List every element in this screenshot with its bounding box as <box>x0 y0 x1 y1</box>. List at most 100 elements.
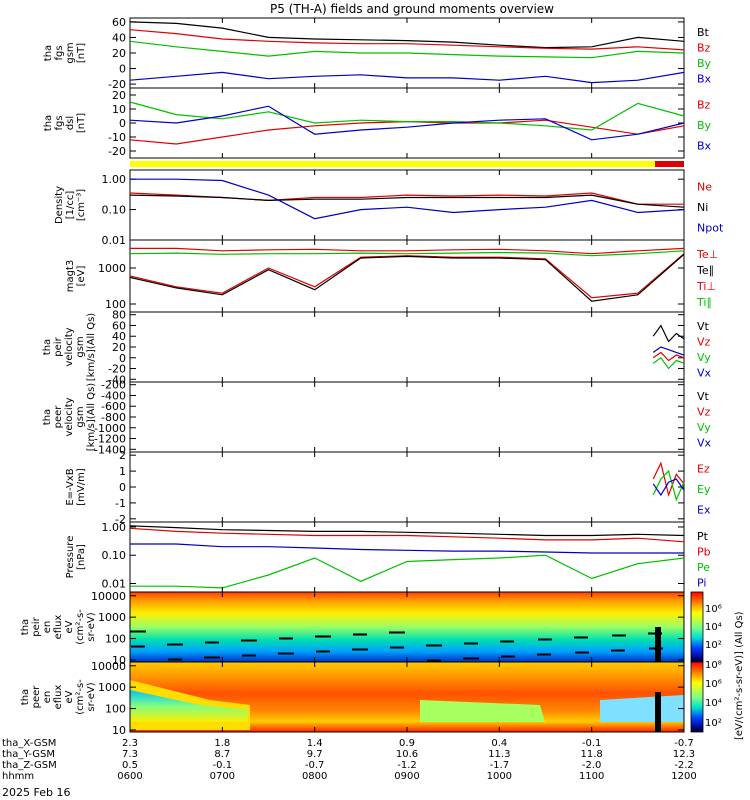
spectrogram-speckle <box>433 659 435 662</box>
y-tick-label: 10000 <box>91 660 126 673</box>
legend-entry-Pi: Pi <box>697 576 706 589</box>
legend-entry-Vz: Vz <box>697 405 711 418</box>
spectrogram-speckle <box>143 645 145 648</box>
spectrogram-speckle <box>611 649 613 652</box>
ephemeris-value: 1100 <box>579 771 604 782</box>
y-tick-label: -10 <box>108 131 126 144</box>
ephemeris-row-label: tha_Z-GSM <box>2 760 57 771</box>
spectrogram-speckle <box>648 632 650 635</box>
spectrogram-speckle <box>177 643 179 646</box>
spectrogram-speckle <box>473 657 475 660</box>
y-tick-label: 0 <box>119 63 126 76</box>
y-tick-label: -40 <box>108 373 126 386</box>
spectrogram-speckle <box>215 641 217 644</box>
y-axis-label-line: eV <box>64 620 75 633</box>
y-tick-label: -1400 <box>94 443 126 456</box>
spectrogram-speckle <box>169 643 171 646</box>
ephemeris-value: 0.4 <box>491 738 507 749</box>
legend-entry-Npot: Npot <box>697 222 724 235</box>
cbar-ele-tick-0: 10⁸ <box>705 660 722 671</box>
spectrogram-speckle <box>430 644 432 647</box>
series-line-By <box>129 40 685 59</box>
spectrogram-speckle <box>477 657 479 660</box>
spectrogram-speckle <box>584 636 586 639</box>
spectrogram-speckle <box>181 643 183 646</box>
y-tick-label: 40 <box>112 330 126 343</box>
spectrogram-speckle <box>472 642 474 645</box>
ephemeris-value: 1000 <box>487 771 512 782</box>
spectrogram-speckle <box>586 636 588 639</box>
spectrogram-speckle <box>252 654 254 657</box>
spectrogram-speckle <box>652 632 654 635</box>
spectrogram-speckle <box>250 654 252 657</box>
spectrogram-speckle <box>511 655 513 658</box>
spectrogram-speckle <box>502 640 504 643</box>
spectrogram-speckle <box>213 641 215 644</box>
spectrogram-speckle <box>578 636 580 639</box>
spectrogram-speckle <box>242 654 244 657</box>
spectrogram-speckle <box>474 642 476 645</box>
spectrogram-speckle <box>327 635 329 638</box>
spectrogram-speckle <box>249 639 251 642</box>
spectrogram-speckle <box>360 648 362 651</box>
series-line-Ey <box>652 469 685 502</box>
spectrogram-speckle <box>509 655 511 658</box>
spectrogram-speckle <box>365 633 367 636</box>
series-line-Te⊥ <box>129 253 685 299</box>
series-line-Bz <box>129 29 685 51</box>
y-tick-label: 10 <box>112 724 126 737</box>
spectrogram-speckle <box>320 650 322 653</box>
y-tick-label: 20 <box>112 89 126 102</box>
y-tick-label: 1000 <box>98 262 126 275</box>
figure-title: P5 (TH-A) fields and ground moments over… <box>270 2 554 16</box>
spectrogram-speckle <box>131 645 133 648</box>
y-tick-label: 40 <box>112 31 126 44</box>
colorbar: 10⁶ 10⁴ 10² 10⁸ 10⁶ 10⁴ 10² [eV/(cm²-s-s… <box>690 591 745 740</box>
spectrogram-speckle <box>622 634 624 637</box>
panel-frame <box>129 381 685 453</box>
legend-entry-Bt: Bt <box>697 26 710 39</box>
spectrogram-speckle <box>475 657 477 660</box>
spectrogram-speckle <box>508 640 510 643</box>
spectrogram-speckle <box>286 652 288 655</box>
spectrogram-speckle <box>254 654 256 657</box>
y-axis-label-line: peer <box>31 685 42 709</box>
colorbar-electron <box>690 661 704 733</box>
y-tick-label: 0.10 <box>102 204 127 217</box>
spectrogram-speckle <box>504 640 506 643</box>
spectrogram-speckle <box>136 630 138 633</box>
spectrogram-speckle <box>469 657 471 660</box>
y-axis-label-line: [km/s](All Qs) <box>86 313 97 381</box>
spectrogram-speckle <box>170 658 172 661</box>
panel-density: 1.00 0.10 0.01 Density [1/cc] [cm⁻³] Ne Ni Npot <box>54 169 724 247</box>
spectrogram-speckle <box>352 648 354 651</box>
data-gap-bar <box>655 692 661 732</box>
spectrogram-speckle <box>214 656 216 659</box>
ephemeris-value: 8.7 <box>214 749 230 760</box>
spectrogram-region <box>600 695 684 722</box>
spectrogram-speckle <box>506 640 508 643</box>
panel-frame <box>129 87 685 159</box>
series-line-Npot <box>130 178 685 220</box>
y-axis-label-line: tha <box>42 339 53 355</box>
spectrogram-speckle <box>402 646 404 649</box>
spectrogram-speckle <box>246 654 248 657</box>
spectrogram-speckle <box>468 642 470 645</box>
spectrogram-speckle <box>401 631 403 634</box>
legend-entry-Ti⊥: Ti⊥ <box>696 280 716 293</box>
y-tick-label: 1 <box>119 465 126 478</box>
spectrogram-speckle <box>209 641 211 644</box>
ephemeris-row-label: tha_Y-GSM <box>2 749 55 760</box>
spectrogram-speckle <box>172 658 174 661</box>
spectrogram-speckle <box>623 649 625 652</box>
y-tick-label: 60 <box>112 16 126 29</box>
series-line-Pe <box>130 554 685 589</box>
spectrogram-speckle <box>217 641 219 644</box>
spectrogram-speckle <box>175 643 177 646</box>
spectrogram-speckle <box>176 658 178 661</box>
spectrogram-speckle <box>616 634 618 637</box>
legend-entry-By: By <box>697 57 712 70</box>
spectrogram-speckle <box>438 644 440 647</box>
y-tick-label: -2 <box>115 513 126 526</box>
spectrogram-region <box>130 690 248 722</box>
